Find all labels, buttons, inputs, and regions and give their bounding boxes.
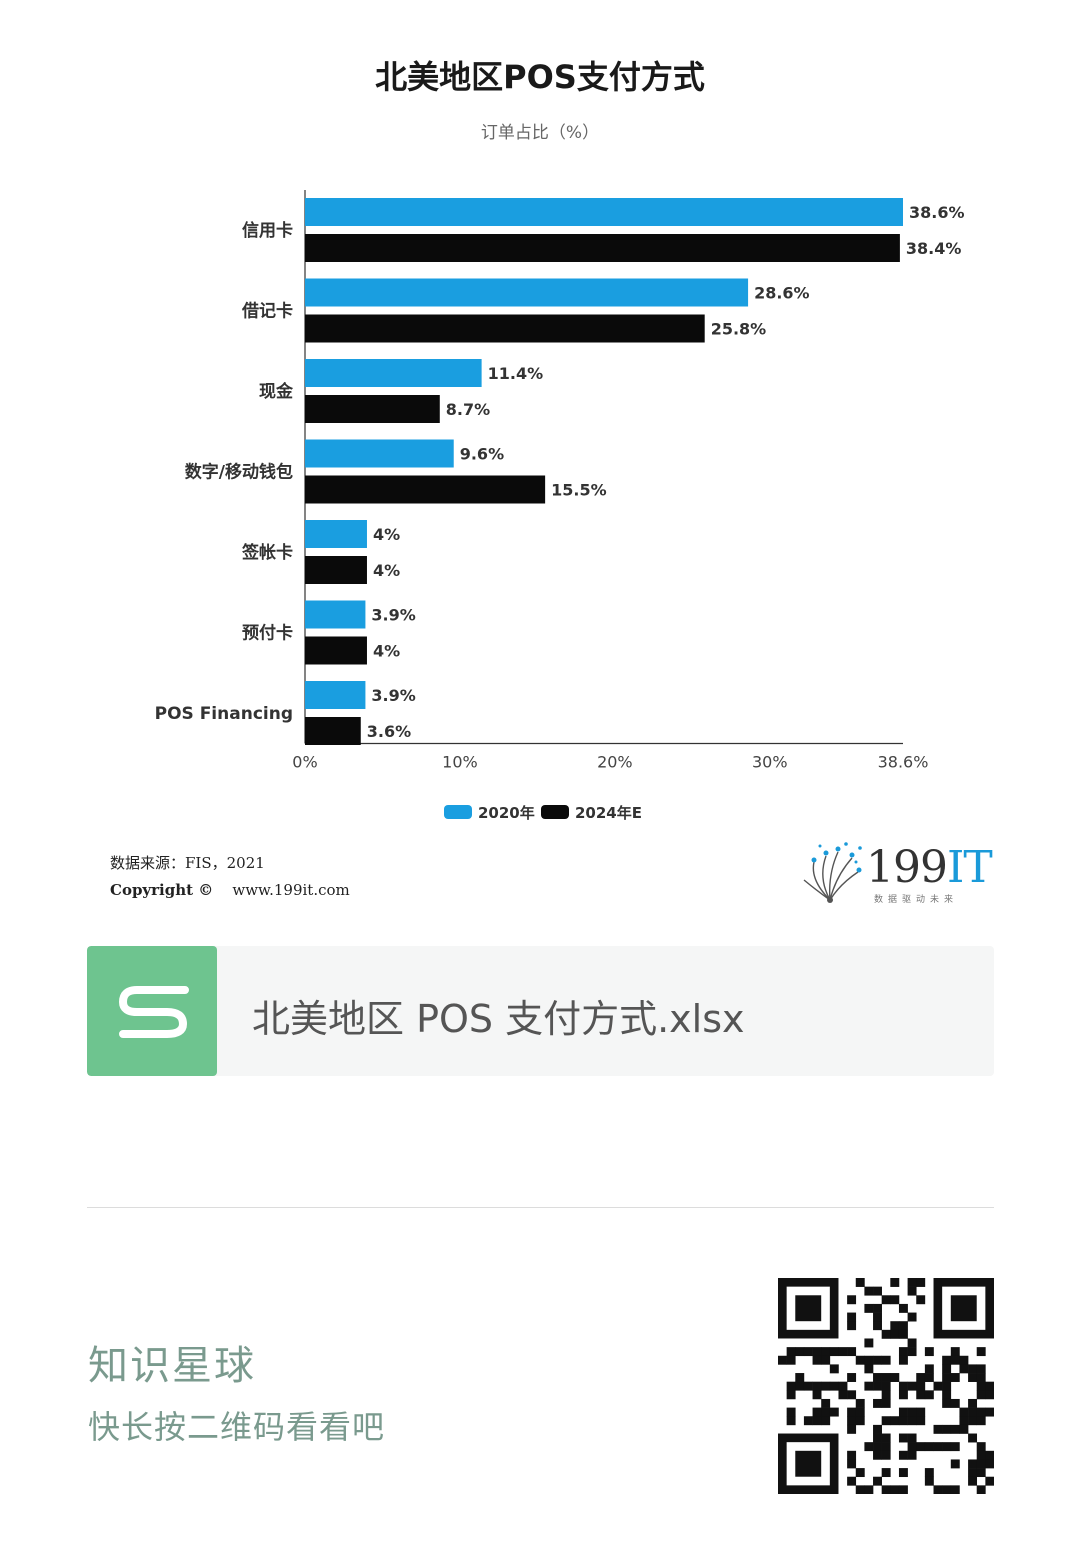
- copyright-line: Copyright © www.199it.com: [110, 881, 350, 899]
- bar-2024e: [305, 314, 705, 343]
- data-label: 8.7%: [446, 400, 490, 419]
- category-label: 信用卡: [242, 220, 293, 241]
- legend-swatch: [541, 805, 569, 819]
- data-label: 38.4%: [906, 239, 962, 258]
- category-label: 签帐卡: [241, 542, 293, 563]
- bar-chart: 信用卡 38.6% 38.4% 借记卡 28.6% 25.8% 现金 11.4% 8.7% 数字/…: [155, 190, 965, 822]
- data-label: 4%: [373, 525, 400, 544]
- data-label: 11.4%: [488, 364, 544, 383]
- bar-2020: [305, 520, 367, 548]
- logo-text: 199IT: [866, 842, 993, 893]
- x-tick-label: 0%: [292, 753, 317, 772]
- category-label: POS Financing: [155, 704, 293, 724]
- x-tick-label: 30%: [752, 753, 788, 772]
- data-label: 3.9%: [371, 606, 415, 625]
- x-tick-label: 38.6%: [878, 753, 929, 772]
- source-url[interactable]: www.199it.com: [232, 881, 350, 899]
- logo-199it: 199IT 数据驱动未来: [800, 840, 993, 910]
- bar-2020: [305, 681, 366, 709]
- spreadsheet-s-icon: [87, 946, 217, 1076]
- x-tick-label: 10%: [442, 753, 478, 772]
- legend-swatch: [444, 805, 472, 819]
- legend-label: 2024年E: [575, 804, 642, 822]
- bar-2024e: [305, 475, 546, 504]
- file-attachment-card[interactable]: 北美地区 POS 支付方式.xlsx: [87, 946, 994, 1076]
- source-label: 数据来源：FIS，2021: [110, 854, 265, 872]
- chart-title: 北美地区POS支付方式: [375, 58, 705, 96]
- planet-subtitle: 快长按二维码看看吧: [88, 1408, 386, 1446]
- bar-2024e: [305, 717, 361, 745]
- legend-label: 2020年: [478, 804, 535, 822]
- bar-2024e: [305, 234, 900, 262]
- category-label: 借记卡: [241, 301, 293, 322]
- divider: [87, 1207, 994, 1208]
- bar-2024e: [305, 636, 367, 665]
- qr-code-icon[interactable]: [778, 1278, 994, 1494]
- category-label: 现金: [259, 381, 294, 402]
- data-label: 4%: [373, 561, 400, 580]
- bar-2020: [305, 359, 482, 387]
- category-label: 数字/移动钱包: [185, 462, 293, 483]
- data-label: 38.6%: [909, 203, 965, 222]
- bar-2020: [305, 278, 749, 307]
- x-tick-label: 20%: [597, 753, 633, 772]
- data-label: 9.6%: [460, 445, 504, 464]
- bar-2024e: [305, 395, 440, 423]
- dandelion-logo-icon: [803, 842, 862, 903]
- chart-subtitle: 订单占比（%）: [480, 123, 600, 143]
- data-label: 25.8%: [711, 320, 767, 339]
- file-name: 北美地区 POS 支付方式.xlsx: [252, 997, 745, 1041]
- category-label: 预付卡: [242, 623, 293, 644]
- bar-2020: [305, 439, 454, 468]
- logo-tagline: 数据驱动未来: [874, 895, 959, 905]
- data-label: 3.6%: [367, 722, 411, 741]
- bar-2020: [305, 198, 903, 226]
- bar-2020: [305, 600, 366, 629]
- copyright-label: Copyright ©: [110, 881, 214, 899]
- data-label: 28.6%: [754, 284, 810, 303]
- data-label: 4%: [373, 642, 400, 661]
- data-label: 15.5%: [551, 481, 607, 500]
- data-label: 3.9%: [371, 686, 415, 705]
- planet-title: 知识星球: [88, 1343, 256, 1389]
- bar-2024e: [305, 556, 367, 584]
